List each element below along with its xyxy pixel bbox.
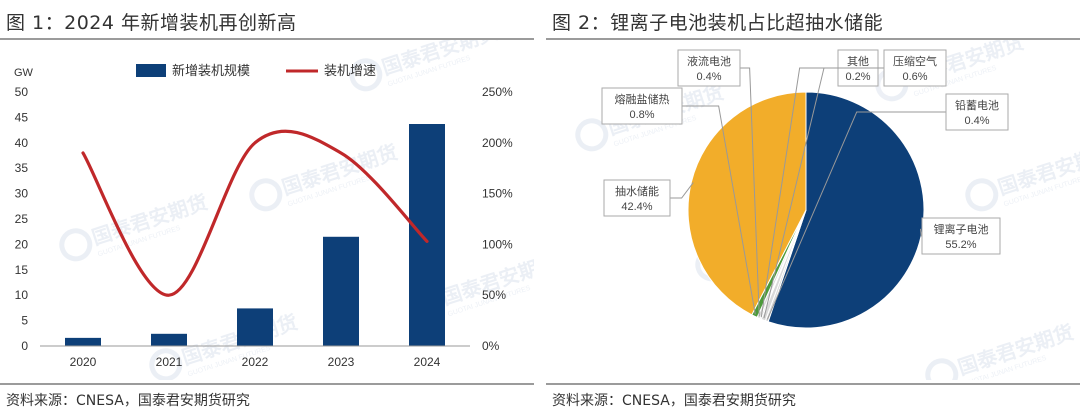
callout-value: 42.4% (621, 201, 652, 213)
watermark-logo-icon (965, 178, 999, 212)
left-axis-ticks: 0 5 10 15 20 25 30 35 40 45 50 (15, 85, 29, 353)
watermark-logo-icon (249, 178, 283, 212)
figure-1-top-rule (0, 38, 534, 40)
callout-value: 0.6% (902, 71, 927, 83)
callout-leader-line (740, 67, 760, 317)
right-axis-ticks: 0% 50% 100% 150% 200% 250% (482, 85, 513, 353)
right-tick-label: 50% (482, 288, 506, 302)
watermark-logo-icon (925, 358, 959, 380)
pie-callout-铅蓄电池: 铅蓄电池 0.4% (766, 93, 1009, 320)
x-tick-label: 2021 (156, 355, 183, 369)
right-tick-label: 0% (482, 339, 500, 353)
right-tick-label: 250% (482, 85, 513, 99)
figure-2-source: 资料来源：CNESA，国泰君安期货研究 (552, 393, 796, 409)
figure-1-bottom-rule (0, 383, 534, 385)
x-axis-ticks: 2020 2021 2022 2023 2024 (70, 355, 441, 369)
x-tick-label: 2022 (242, 355, 269, 369)
callout-value: 0.2% (845, 71, 870, 83)
left-tick-label: 25 (15, 212, 29, 226)
callout-box (921, 217, 1001, 255)
legend-bar-label: 新增装机规模 (172, 63, 250, 79)
right-tick-label: 200% (482, 136, 513, 150)
x-tick-label: 2023 (328, 355, 355, 369)
watermark-logo-icon (149, 348, 183, 380)
callout-label: 熔融盐储热 (615, 92, 670, 106)
growth-rate-line (81, 129, 429, 297)
left-tick-label: 30 (15, 187, 29, 201)
callout-value: 0.4% (696, 71, 721, 83)
x-tick-label: 2024 (414, 355, 441, 369)
figure-2-bottom-rule (546, 383, 1080, 385)
left-tick-label: 0 (21, 339, 28, 353)
callout-box (945, 93, 1009, 131)
callout-box (677, 49, 741, 87)
left-tick-label: 15 (15, 263, 29, 277)
callout-leader-line (763, 67, 884, 319)
figure-1-source: 资料来源：CNESA，国泰君安期货研究 (6, 393, 250, 409)
callout-label: 压缩空气 (893, 54, 937, 68)
legend-line-label: 装机增速 (324, 64, 376, 79)
callout-box (601, 87, 683, 125)
pie-callout-液流电池: 液流电池 0.4% (677, 49, 760, 317)
bar-2022 (237, 308, 273, 346)
pie-callout-压缩空气: 压缩空气 0.6% (763, 49, 947, 319)
callout-label: 抽水储能 (615, 184, 659, 198)
callout-box (883, 49, 947, 87)
pie-callout-锂离子电池: 锂离子电池 55.2% (919, 217, 1001, 255)
pie-callouts: 锂离子电池 55.2% 抽水储能 42.4% 熔融盐储热 0.8% 液流电池 0.4% 其他 0.… (601, 49, 1009, 320)
callout-value: 0.4% (964, 115, 989, 127)
pie-slices (687, 91, 925, 329)
callout-label: 铅蓄电池 (955, 98, 999, 112)
figure-2-title: 图 2：锂离子电池装机占比超抽水储能 (552, 12, 884, 34)
left-tick-label: 45 (15, 110, 29, 124)
left-tick-label: 5 (21, 314, 28, 328)
figure-1-panel: 图 1：2024 年新增装机再创新高 国泰君安期货 GUOTAI JUNAN FU… (0, 0, 534, 416)
legend-bar-swatch (136, 64, 166, 77)
figure-1-title: 图 1：2024 年新增装机再创新高 (6, 12, 297, 34)
callout-label: 液流电池 (687, 54, 731, 68)
bar-2024 (409, 124, 445, 346)
callout-leader-line (766, 111, 946, 320)
watermark-logo-icon (349, 58, 383, 92)
left-tick-label: 10 (15, 288, 29, 302)
left-tick-label: 35 (15, 161, 29, 175)
callout-leader-line (682, 105, 756, 315)
chart-legend: 新增装机规模 装机增速 (136, 63, 376, 79)
pie-callout-熔融盐储热: 熔融盐储热 0.8% (601, 87, 756, 315)
bar-series (65, 124, 445, 346)
callout-value: 0.8% (629, 109, 654, 121)
callout-label: 其他 (847, 55, 869, 68)
pie-callout-抽水储能: 抽水储能 42.4% (603, 179, 694, 217)
right-tick-label: 150% (482, 187, 513, 201)
x-tick-label: 2020 (70, 355, 97, 369)
bar-2020 (65, 337, 101, 346)
left-tick-label: 50 (15, 85, 29, 99)
bar-2023 (323, 236, 359, 346)
callout-leader-line (670, 182, 694, 199)
left-axis-unit: GW (14, 67, 34, 79)
watermark-text: 国泰君安期货 (379, 40, 501, 80)
bar-2021 (151, 333, 187, 346)
figure-2-top-rule (546, 38, 1080, 40)
right-tick-label: 100% (482, 237, 513, 251)
callout-value: 55.2% (945, 239, 976, 251)
left-tick-label: 20 (15, 237, 29, 251)
callout-box (603, 179, 671, 217)
pie-slice-抽水储能 (687, 91, 807, 316)
callout-label: 锂离子电池 (934, 222, 989, 236)
left-tick-label: 40 (15, 136, 29, 150)
watermark-logo-icon (59, 228, 93, 262)
watermark-logo-icon (575, 118, 609, 152)
